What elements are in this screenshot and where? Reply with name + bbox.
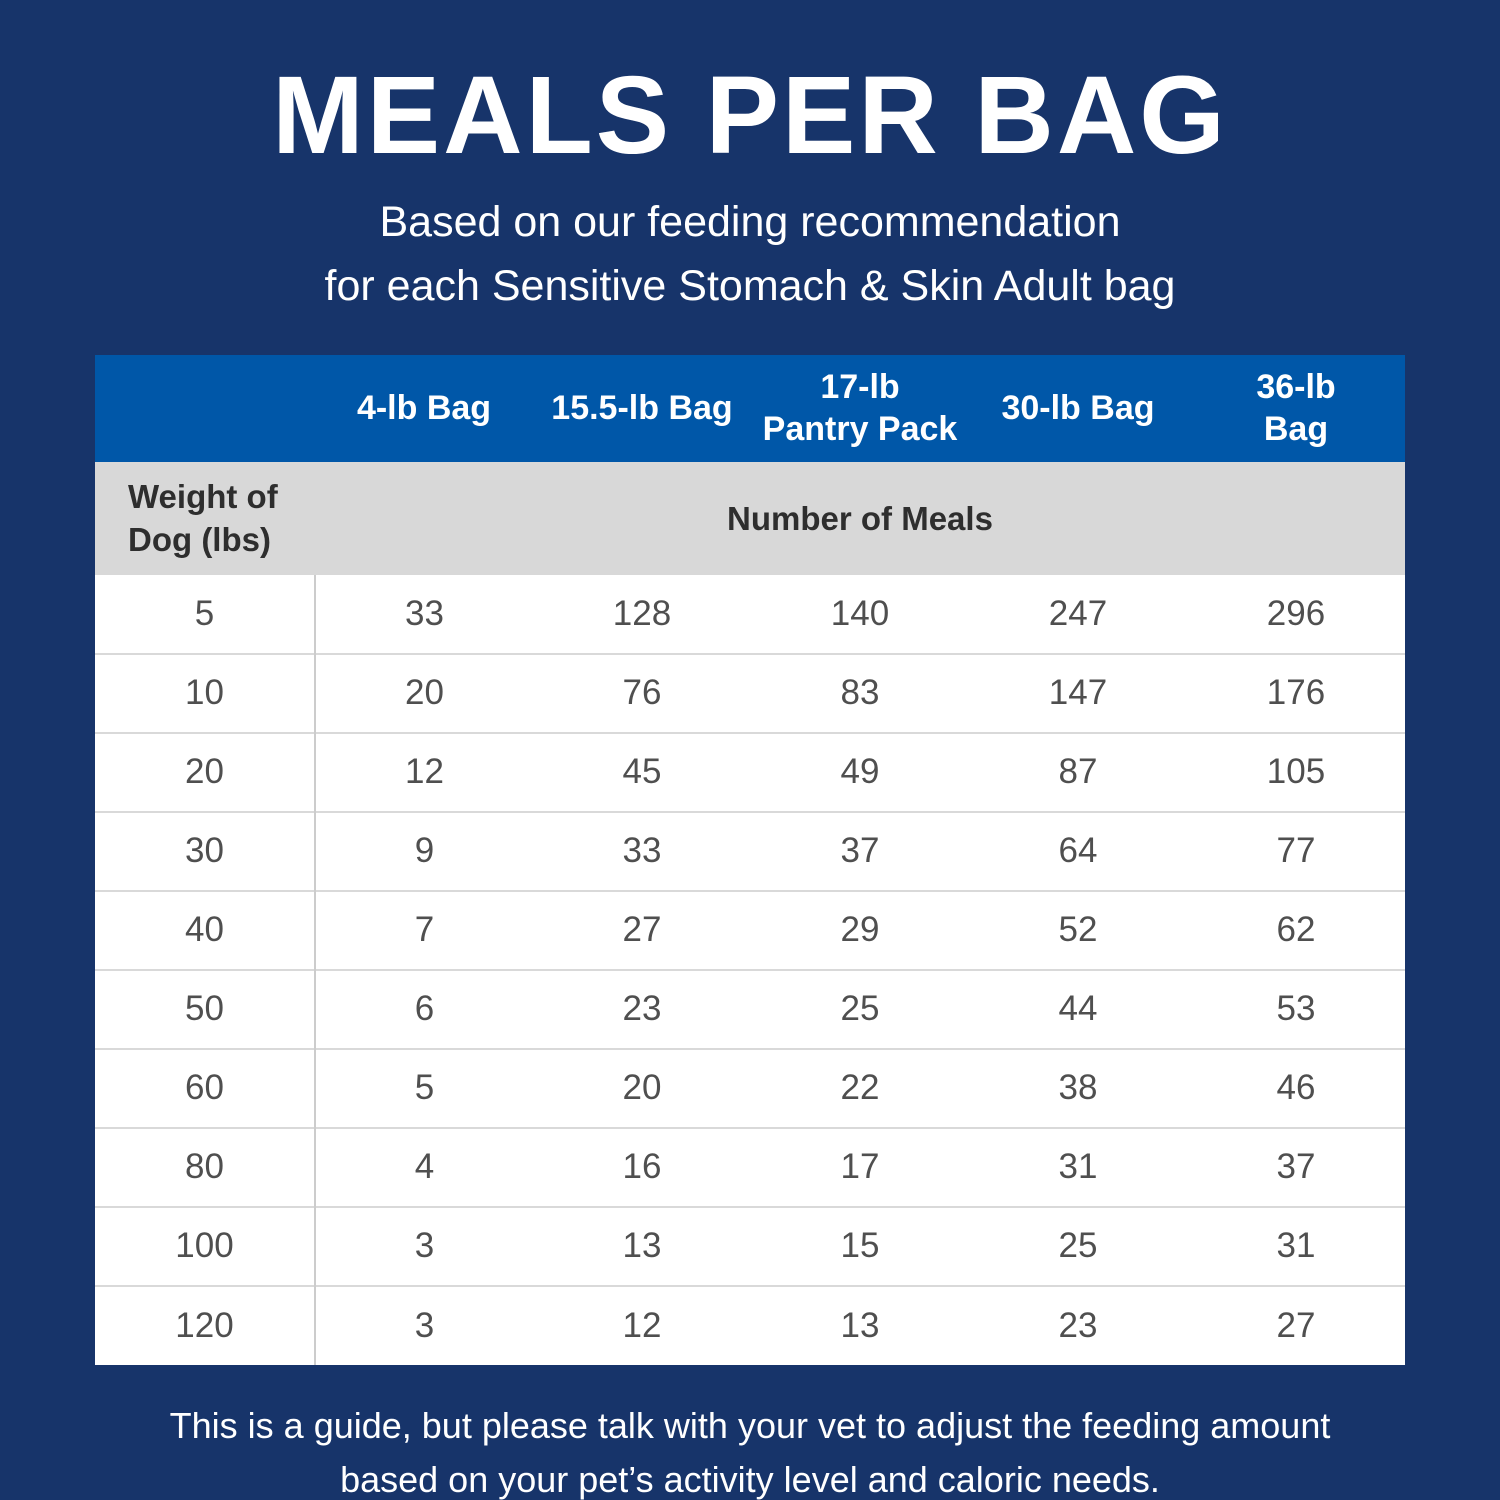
meals-cell: 17: [751, 1126, 969, 1207]
meals-cell: 176: [1187, 652, 1405, 733]
meals-cell: 64: [969, 810, 1187, 891]
meals-cell: 52: [969, 889, 1187, 970]
table-row: 60 5 20 22 38 46: [95, 1047, 1405, 1128]
column-header-36lb: 36-lb Bag: [1187, 354, 1405, 463]
table-row: 100 3 13 15 25 31: [95, 1205, 1405, 1286]
meals-cell: 140: [751, 574, 969, 654]
meals-cell: 25: [751, 968, 969, 1049]
table-row: 30 9 33 37 64 77: [95, 810, 1405, 891]
number-of-meals-label: Number of Meals: [315, 461, 1405, 575]
footnote-line-2: based on your pet’s activity level and c…: [340, 1458, 1160, 1500]
meals-cell: 7: [315, 889, 533, 970]
meals-cell: 147: [969, 652, 1187, 733]
weight-cell: 10: [95, 652, 316, 733]
meals-cell: 49: [751, 731, 969, 812]
meals-cell: 22: [751, 1047, 969, 1128]
meals-cell: 44: [969, 968, 1187, 1049]
page-title: MEALS PER BAG: [272, 54, 1228, 177]
subheader-row: Weight of Dog (lbs) Number of Meals: [95, 461, 1405, 575]
meals-cell: 31: [969, 1126, 1187, 1207]
meals-cell: 37: [751, 810, 969, 891]
column-header-4lb: 4-lb Bag: [315, 354, 533, 463]
weight-cell: 5: [95, 574, 316, 654]
meals-cell: 45: [533, 731, 751, 812]
meals-cell: 20: [315, 652, 533, 733]
meals-cell: 13: [533, 1205, 751, 1286]
subtitle-line-1: Based on our feeding recommendation: [379, 197, 1121, 246]
table-row: 10 20 76 83 147 176: [95, 652, 1405, 733]
weight-cell: 60: [95, 1047, 316, 1128]
meals-cell: 53: [1187, 968, 1405, 1049]
weight-cell: 100: [95, 1205, 316, 1286]
meals-cell: 37: [1187, 1126, 1405, 1207]
weight-of-dog-label: Weight of Dog (lbs): [95, 461, 315, 575]
table-row: 5 33 128 140 247 296: [95, 574, 1405, 654]
meals-cell: 9: [315, 810, 533, 891]
meals-cell: 38: [969, 1047, 1187, 1128]
table-header: 4-lb Bag 15.5-lb Bag 17-lb Pantry Pack 3…: [95, 354, 1405, 463]
meals-cell: 27: [533, 889, 751, 970]
table-row: 120 3 12 13 23 27: [95, 1284, 1405, 1365]
subtitle-line-2: for each Sensitive Stomach & Skin Adult …: [324, 262, 1176, 310]
meals-table-container: 4-lb Bag 15.5-lb Bag 17-lb Pantry Pack 3…: [95, 354, 1405, 1365]
meals-cell: 62: [1187, 889, 1405, 970]
meals-cell: 76: [533, 652, 751, 733]
meals-cell: 33: [315, 574, 533, 654]
meals-cell: 128: [533, 574, 751, 654]
weight-cell: 20: [95, 731, 316, 812]
meals-cell: 27: [1187, 1284, 1405, 1365]
bag-size-header-row: 4-lb Bag 15.5-lb Bag 17-lb Pantry Pack 3…: [95, 354, 1405, 463]
table-body: Weight of Dog (lbs) Number of Meals 5 33…: [95, 461, 1405, 1365]
meals-cell: 31: [1187, 1205, 1405, 1286]
table-row: 20 12 45 49 87 105: [95, 731, 1405, 812]
footnote: This is a guide, but please talk with yo…: [0, 1399, 1500, 1500]
weight-cell: 30: [95, 810, 316, 891]
meals-cell: 15: [751, 1205, 969, 1286]
meals-cell: 105: [1187, 731, 1405, 812]
column-header-15lb: 15.5-lb Bag: [533, 354, 751, 463]
meals-cell: 6: [315, 968, 533, 1049]
column-header-30lb: 30-lb Bag: [969, 354, 1187, 463]
meals-cell: 23: [969, 1284, 1187, 1365]
table-row: 50 6 23 25 44 53: [95, 968, 1405, 1049]
meals-cell: 296: [1187, 574, 1405, 654]
meals-cell: 12: [533, 1284, 751, 1365]
footnote-line-1: This is a guide, but please talk with yo…: [169, 1404, 1331, 1446]
meals-cell: 77: [1187, 810, 1405, 891]
weight-cell: 40: [95, 889, 316, 970]
weight-cell: 120: [95, 1284, 316, 1365]
meals-cell: 247: [969, 574, 1187, 654]
meals-cell: 87: [969, 731, 1187, 812]
meals-cell: 33: [533, 810, 751, 891]
table-row: 80 4 16 17 31 37: [95, 1126, 1405, 1207]
meals-cell: 16: [533, 1126, 751, 1207]
meals-cell: 13: [751, 1284, 969, 1365]
weight-cell: 50: [95, 968, 316, 1049]
column-header-17lb: 17-lb Pantry Pack: [751, 354, 969, 463]
table-row: 40 7 27 29 52 62: [95, 889, 1405, 970]
meals-cell: 23: [533, 968, 751, 1049]
meals-cell: 4: [315, 1126, 533, 1207]
meals-cell: 46: [1187, 1047, 1405, 1128]
meals-cell: 25: [969, 1205, 1187, 1286]
meals-cell: 83: [751, 652, 969, 733]
meals-cell: 12: [315, 731, 533, 812]
meals-cell: 29: [751, 889, 969, 970]
empty-header-cell: [95, 354, 315, 463]
meals-cell: 20: [533, 1047, 751, 1128]
weight-cell: 80: [95, 1126, 316, 1207]
meals-cell: 5: [315, 1047, 533, 1128]
page-subtitle: Based on our feeding recommendation for …: [0, 190, 1500, 319]
meals-cell: 3: [315, 1205, 533, 1286]
meals-cell: 3: [315, 1284, 533, 1365]
meals-table: 4-lb Bag 15.5-lb Bag 17-lb Pantry Pack 3…: [95, 354, 1405, 1365]
